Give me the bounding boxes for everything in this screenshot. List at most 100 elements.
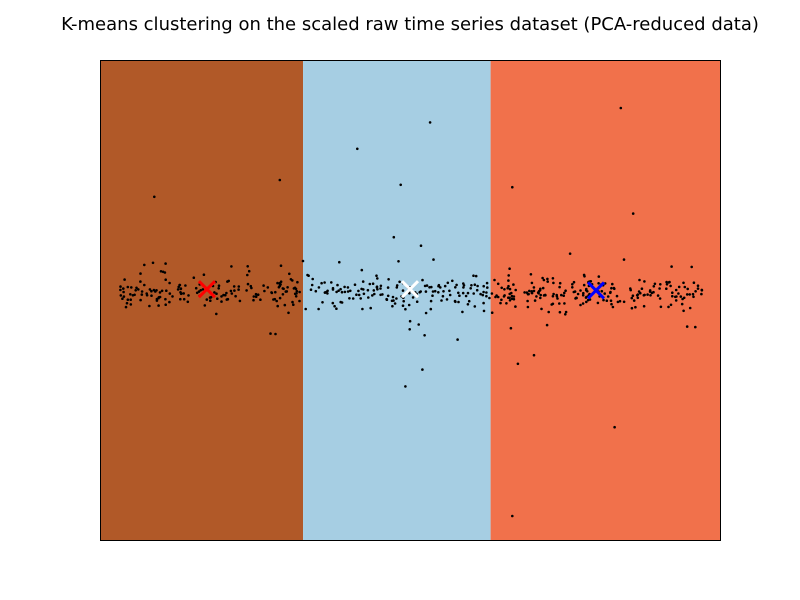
data-point	[339, 300, 343, 304]
data-point	[385, 297, 388, 301]
data-point	[304, 307, 308, 311]
data-point	[490, 292, 494, 295]
data-point	[217, 284, 221, 288]
data-point	[428, 286, 431, 289]
data-point	[671, 291, 674, 295]
data-point	[466, 303, 470, 306]
data-point	[455, 283, 458, 287]
data-point	[168, 292, 172, 295]
data-point	[375, 285, 379, 289]
data-point	[274, 332, 277, 336]
data-point	[227, 279, 230, 283]
data-point	[379, 293, 382, 297]
data-point	[500, 298, 503, 302]
data-point	[467, 299, 471, 303]
data-point	[179, 297, 182, 301]
data-point	[129, 298, 132, 302]
data-point	[457, 291, 460, 295]
data-point	[335, 290, 338, 294]
data-point	[568, 252, 572, 255]
data-point	[507, 284, 510, 288]
data-point	[129, 293, 132, 296]
data-point	[145, 292, 148, 295]
data-point	[643, 293, 646, 297]
data-point	[526, 305, 530, 309]
data-point	[635, 294, 639, 297]
data-point	[346, 286, 350, 289]
data-point	[461, 310, 464, 314]
data-point	[187, 294, 190, 297]
data-point	[217, 287, 220, 290]
data-point	[331, 286, 335, 290]
data-point	[579, 289, 582, 292]
data-point	[700, 289, 704, 292]
data-point	[397, 260, 400, 263]
data-point	[630, 296, 634, 300]
data-point	[320, 281, 323, 285]
data-point	[432, 258, 435, 261]
data-point	[203, 304, 207, 307]
data-point	[470, 284, 473, 287]
data-point	[640, 287, 644, 291]
data-point	[558, 302, 561, 305]
data-point	[213, 291, 216, 294]
data-point	[443, 284, 447, 288]
data-point	[369, 306, 373, 310]
data-point	[130, 286, 133, 289]
data-point	[694, 290, 697, 293]
data-point	[154, 290, 157, 293]
data-point	[266, 286, 270, 289]
data-point	[441, 294, 445, 298]
data-point	[401, 304, 405, 308]
data-point	[696, 284, 700, 288]
data-point	[148, 304, 151, 308]
data-point	[278, 296, 282, 300]
data-point	[122, 287, 125, 290]
data-point	[429, 299, 433, 303]
data-point	[631, 212, 635, 215]
data-point	[433, 289, 437, 293]
data-point	[246, 282, 250, 286]
data-point	[367, 296, 370, 299]
data-point	[292, 303, 295, 307]
data-point	[294, 295, 298, 298]
data-point	[558, 310, 562, 314]
data-point	[225, 298, 229, 301]
data-point	[585, 300, 588, 304]
data-point	[603, 282, 607, 285]
data-point	[535, 295, 538, 298]
data-point	[508, 296, 511, 300]
plot-frame	[100, 60, 721, 541]
data-point	[532, 353, 536, 357]
data-point	[485, 281, 489, 285]
data-point	[404, 307, 407, 311]
data-point	[387, 278, 390, 281]
data-point	[692, 295, 695, 299]
data-point	[404, 385, 407, 388]
data-point	[700, 292, 703, 296]
data-point	[237, 288, 240, 291]
data-point	[600, 289, 604, 293]
data-point	[122, 295, 126, 298]
data-point	[584, 289, 588, 292]
data-point	[677, 292, 680, 295]
data-point	[317, 286, 321, 289]
data-point	[309, 288, 313, 292]
data-point	[164, 262, 167, 265]
data-point	[371, 282, 375, 286]
data-point	[157, 304, 160, 307]
data-point	[281, 287, 285, 290]
data-point	[398, 280, 401, 284]
data-point	[456, 338, 459, 341]
data-point	[171, 295, 174, 298]
data-point	[356, 147, 359, 151]
data-point	[337, 289, 340, 293]
data-point	[424, 290, 428, 293]
data-point	[659, 305, 663, 309]
data-point	[575, 296, 578, 300]
data-point	[546, 277, 549, 281]
data-point	[526, 299, 529, 303]
data-point	[556, 297, 559, 300]
data-point	[503, 288, 506, 291]
data-point	[366, 288, 370, 292]
